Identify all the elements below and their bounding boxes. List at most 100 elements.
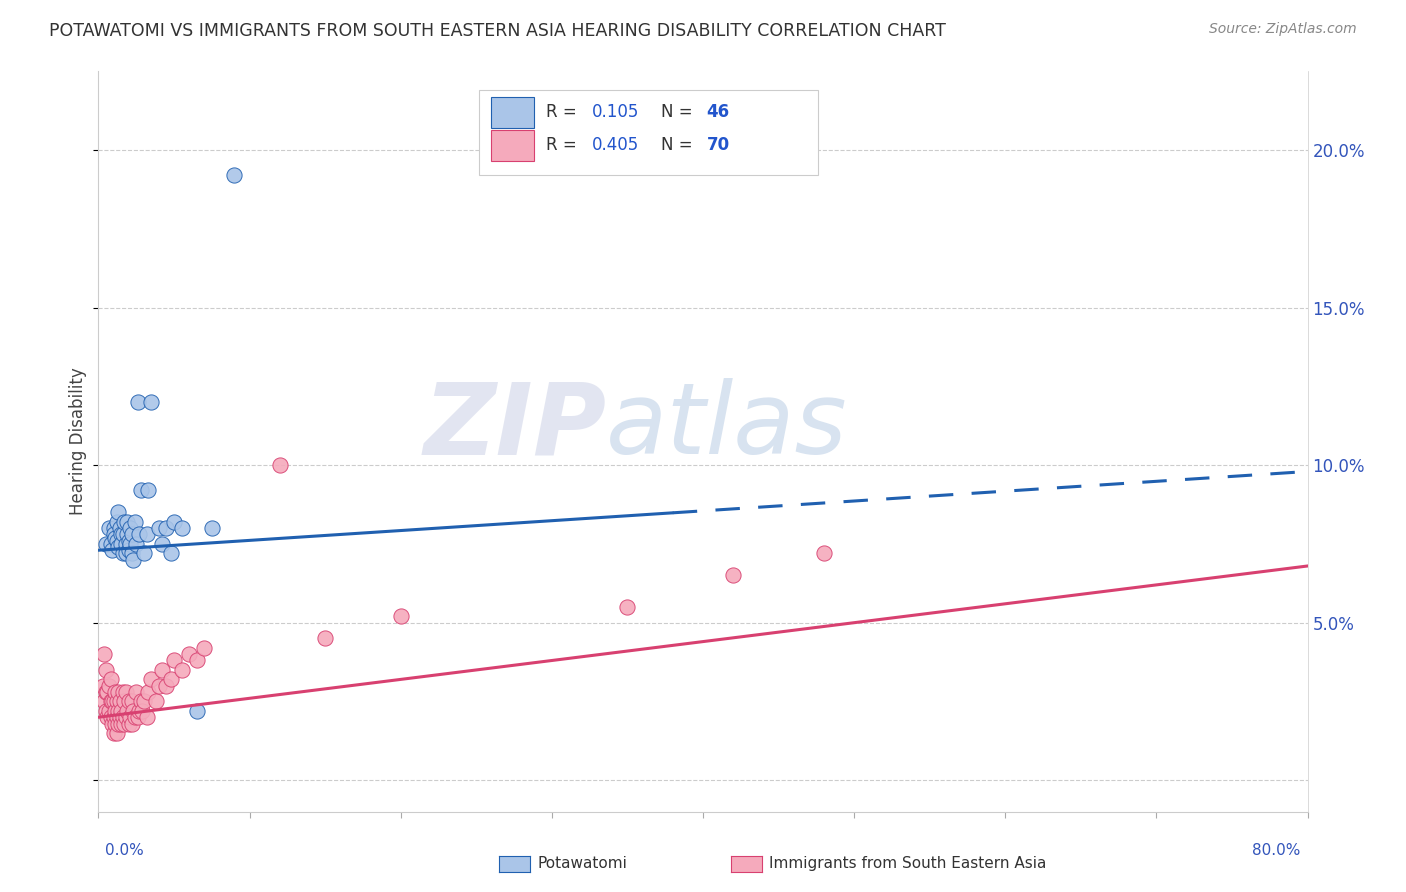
Point — [107, 704, 129, 718]
Text: 0.0%: 0.0% — [105, 843, 145, 858]
Point — [105, 515, 128, 529]
Point — [110, 716, 132, 731]
Point — [160, 546, 183, 560]
Point — [91, 679, 114, 693]
Text: ZIP: ZIP — [423, 378, 606, 475]
Point — [105, 694, 128, 708]
Text: R =: R = — [546, 136, 582, 154]
Point — [118, 694, 141, 708]
Point — [94, 685, 117, 699]
Point — [112, 515, 135, 529]
Point — [148, 521, 170, 535]
Text: N =: N = — [661, 136, 697, 154]
Point — [110, 527, 132, 541]
Point — [129, 483, 152, 498]
Point — [107, 685, 129, 699]
Point — [111, 710, 134, 724]
Point — [112, 694, 135, 708]
Point — [132, 546, 155, 560]
Point — [103, 726, 125, 740]
Point — [115, 515, 138, 529]
Point — [145, 694, 167, 708]
Point — [155, 679, 177, 693]
Point — [118, 716, 141, 731]
Point — [96, 710, 118, 724]
Y-axis label: Hearing Disability: Hearing Disability — [69, 368, 87, 516]
Point — [128, 527, 150, 541]
Point — [98, 704, 121, 718]
Point — [120, 710, 142, 724]
Point — [150, 537, 173, 551]
Point — [110, 537, 132, 551]
Text: Potawatomi: Potawatomi — [537, 856, 627, 871]
Point — [120, 521, 142, 535]
Point — [136, 685, 159, 699]
Text: 46: 46 — [707, 103, 730, 121]
Point — [114, 710, 136, 724]
Point — [141, 673, 163, 687]
Text: 0.405: 0.405 — [592, 136, 638, 154]
Point — [314, 632, 336, 646]
Point — [122, 704, 145, 718]
Point — [104, 531, 127, 545]
Point — [94, 663, 117, 677]
Point — [93, 694, 115, 708]
Point — [128, 704, 150, 718]
Point — [723, 568, 745, 582]
Point — [105, 726, 128, 740]
Point — [131, 704, 153, 718]
Point — [155, 521, 177, 535]
Point — [114, 546, 136, 560]
Point — [103, 694, 125, 708]
Point — [132, 694, 155, 708]
Point — [170, 521, 193, 535]
Point — [135, 710, 157, 724]
Point — [136, 483, 159, 498]
Point — [100, 537, 122, 551]
Point — [135, 527, 157, 541]
Point — [122, 552, 145, 566]
Point — [114, 685, 136, 699]
Text: 80.0%: 80.0% — [1253, 843, 1301, 858]
Point — [170, 663, 193, 677]
Point — [120, 537, 142, 551]
Point — [101, 543, 124, 558]
Point — [118, 543, 141, 558]
Point — [100, 694, 122, 708]
FancyBboxPatch shape — [479, 90, 818, 175]
Text: atlas: atlas — [606, 378, 848, 475]
FancyBboxPatch shape — [492, 130, 534, 161]
Point — [193, 640, 215, 655]
Point — [129, 694, 152, 708]
Point — [104, 716, 127, 731]
Point — [125, 685, 148, 699]
Point — [104, 685, 127, 699]
Point — [111, 527, 134, 541]
Point — [94, 704, 117, 718]
Point — [389, 609, 412, 624]
Point — [94, 537, 117, 551]
Point — [108, 521, 131, 535]
Point — [104, 704, 127, 718]
Point — [186, 704, 208, 718]
Point — [111, 685, 134, 699]
Point — [107, 505, 129, 519]
Point — [115, 704, 138, 718]
Point — [107, 540, 129, 554]
Point — [93, 647, 115, 661]
Point — [103, 527, 125, 541]
Point — [108, 710, 131, 724]
Text: 0.105: 0.105 — [592, 103, 640, 121]
Point — [100, 673, 122, 687]
Point — [124, 710, 146, 724]
Point — [101, 694, 124, 708]
Point — [121, 716, 143, 731]
Text: 70: 70 — [707, 136, 730, 154]
Point — [103, 521, 125, 535]
Point — [125, 537, 148, 551]
Point — [98, 521, 121, 535]
Point — [160, 673, 183, 687]
Point — [163, 515, 186, 529]
Point — [148, 679, 170, 693]
Text: Source: ZipAtlas.com: Source: ZipAtlas.com — [1209, 22, 1357, 37]
